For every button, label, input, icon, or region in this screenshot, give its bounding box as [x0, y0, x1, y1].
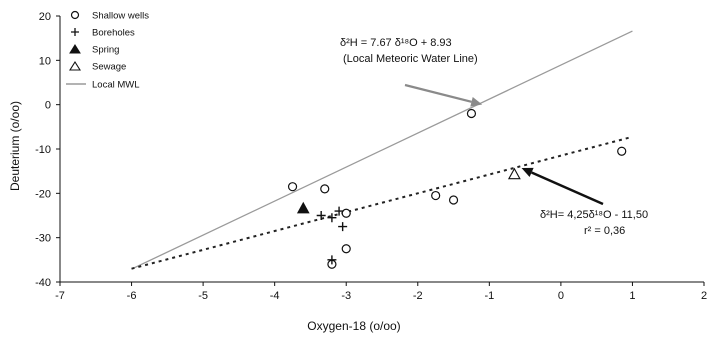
point-shallow-well	[320, 184, 330, 194]
point-shallow-well	[617, 146, 627, 156]
x-tick-label: -5	[198, 290, 208, 302]
meteoric-water-line	[131, 30, 633, 270]
x-tick-label: 0	[558, 290, 564, 302]
point-shallow-well	[341, 244, 351, 254]
fit-arrow-shaft	[531, 171, 604, 206]
y-tick-label: -40	[35, 277, 51, 289]
fit-equation: δ²H= 4,25δ¹⁸O - 11,50	[540, 209, 648, 221]
point-borehole	[334, 206, 344, 216]
point-spring	[296, 201, 310, 214]
y-tick-label: -30	[35, 233, 51, 245]
point-shallow-well	[287, 182, 298, 192]
point-borehole	[327, 213, 337, 223]
regression-line	[131, 135, 633, 270]
legend-marker-boreholes	[71, 28, 79, 36]
point-borehole	[338, 222, 348, 232]
mwl-equation: δ²H = 7.67 δ¹⁸O + 8.93	[340, 37, 452, 49]
y-tick-labels: 20 10 0 -10 -20 -30 -40	[35, 11, 51, 289]
point-shallow-well	[431, 190, 441, 201]
annotation-arrows	[404, 83, 604, 206]
mwl-arrow-shaft	[404, 83, 472, 103]
legend: Shallow wells Boreholes Spring Sewage Lo…	[66, 11, 149, 91]
fit-arrow-head	[521, 167, 534, 178]
point-shallow-well	[341, 208, 351, 218]
y-tick-label: -20	[35, 188, 51, 200]
x-tick-label: -4	[270, 290, 280, 302]
y-tick-label: 20	[39, 11, 51, 23]
fit-r2: r² = 0,36	[584, 225, 625, 237]
point-borehole	[316, 211, 326, 220]
x-axis-title: Oxygen-18 (o/oo)	[307, 319, 400, 333]
legend-label-sewage: Sewage	[92, 62, 126, 73]
y-axis-title: Deuterium (o/oo)	[8, 101, 22, 191]
axes	[56, 15, 705, 286]
y-tick-label: 0	[45, 100, 51, 112]
legend-label-shallow-wells: Shallow wells	[92, 11, 149, 22]
mwl-arrow-head	[470, 96, 483, 107]
point-sewage	[507, 167, 521, 180]
x-tick-label: -7	[55, 290, 65, 302]
x-tick-label: 2	[701, 290, 707, 302]
point-borehole	[327, 255, 337, 265]
point-shallow-well	[466, 108, 477, 119]
y-tick-label: -10	[35, 144, 51, 156]
x-tick-label: 1	[629, 290, 635, 302]
x-tick-label: -1	[484, 290, 494, 302]
legend-label-boreholes: Boreholes	[92, 28, 135, 39]
x-tick-label: -3	[341, 290, 351, 302]
point-shallow-well	[448, 195, 459, 205]
legend-marker-spring	[69, 44, 81, 54]
legend-marker-shallow-wells	[70, 10, 80, 20]
legend-label-spring: Spring	[92, 45, 119, 56]
trend-lines	[131, 30, 633, 270]
x-tick-labels: -7 -6 -5 -4 -3 -2 -1 0 1 2	[55, 290, 707, 302]
data-points	[287, 108, 627, 269]
x-tick-label: -6	[127, 290, 137, 302]
y-tick-label: 10	[39, 55, 51, 67]
mwl-label: (Local Meteoric Water Line)	[343, 53, 478, 65]
x-tick-label: -2	[413, 290, 423, 302]
legend-label-local-mwl: Local MWL	[92, 80, 140, 91]
legend-marker-sewage	[69, 60, 81, 71]
